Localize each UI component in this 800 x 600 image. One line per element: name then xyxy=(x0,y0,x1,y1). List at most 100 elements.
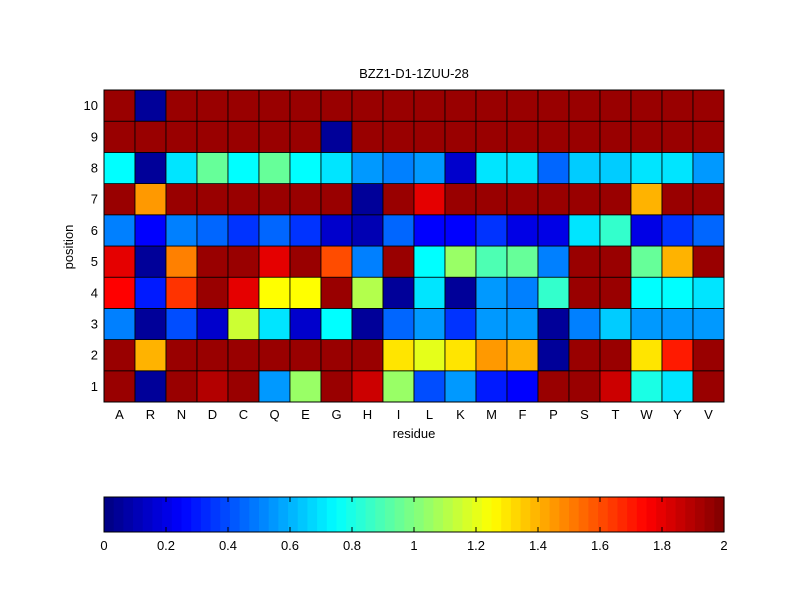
heatmap-cell xyxy=(165,89,198,122)
heatmap-cell xyxy=(475,276,508,309)
colorbar-swatch xyxy=(365,497,376,532)
colorbar-swatch xyxy=(210,497,221,532)
heatmap-cell xyxy=(258,120,291,153)
heatmap-cell xyxy=(506,151,539,184)
colorbar-swatch xyxy=(336,497,347,532)
heatmap-cell xyxy=(630,370,663,403)
heatmap-cell xyxy=(103,276,136,309)
colorbar-swatch xyxy=(646,497,657,532)
heatmap-cell xyxy=(196,151,229,184)
heatmap-cell xyxy=(630,245,663,278)
y-tick-label: 5 xyxy=(91,254,98,269)
heatmap-cell xyxy=(537,151,570,184)
heatmap-cell xyxy=(227,214,260,247)
heatmap-cell xyxy=(537,245,570,278)
heatmap-cell xyxy=(692,339,725,372)
heatmap-cell xyxy=(413,339,446,372)
heatmap-cell xyxy=(258,276,291,309)
x-tick-label: E xyxy=(301,407,310,422)
heatmap-cell xyxy=(196,370,229,403)
x-tick-label: M xyxy=(486,407,497,422)
colorbar-swatch xyxy=(627,497,638,532)
x-tick-label: Q xyxy=(269,407,279,422)
heatmap-cell xyxy=(413,151,446,184)
colorbar-swatch xyxy=(181,497,192,532)
heatmap-cell xyxy=(134,339,167,372)
colorbar-swatch xyxy=(278,497,289,532)
heatmap-cell xyxy=(382,183,415,216)
heatmap-cells xyxy=(103,89,725,403)
heatmap-cell xyxy=(227,245,260,278)
colorbar-swatch xyxy=(481,497,493,532)
colorbar-swatch xyxy=(355,497,367,532)
heatmap-cell xyxy=(599,245,632,278)
colorbar-swatch xyxy=(133,497,144,532)
heatmap-cell xyxy=(196,339,229,372)
heatmap-cell xyxy=(165,339,198,372)
heatmap-cell xyxy=(320,183,353,216)
x-tick-label: F xyxy=(519,407,527,422)
heatmap-cell xyxy=(506,89,539,122)
heatmap-cell xyxy=(506,120,539,153)
heatmap-cell xyxy=(444,214,477,247)
colorbar-swatch xyxy=(539,497,551,532)
heatmap-cell xyxy=(692,214,725,247)
colorbar-swatch xyxy=(297,497,309,532)
heatmap-cell xyxy=(351,89,384,122)
colorbar-swatch xyxy=(472,497,483,532)
colorbar-tick-label: 1.2 xyxy=(467,538,485,553)
x-tick-label: W xyxy=(640,407,653,422)
colorbar-swatch xyxy=(113,497,124,532)
heatmap-cell xyxy=(103,339,136,372)
colorbar-swatch xyxy=(326,497,338,532)
heatmap-cell xyxy=(382,120,415,153)
heatmap-cell xyxy=(444,370,477,403)
heatmap-cell xyxy=(692,245,725,278)
y-axis-title: position xyxy=(61,225,76,270)
heatmap-cell xyxy=(196,120,229,153)
y-tick-label: 6 xyxy=(91,223,98,238)
y-tick-label: 8 xyxy=(91,161,98,176)
heatmap-cell xyxy=(382,214,415,247)
heatmap-cell xyxy=(103,183,136,216)
heatmap-cell xyxy=(661,120,694,153)
heatmap-cell xyxy=(196,214,229,247)
heatmap-cell xyxy=(537,89,570,122)
heatmap-cell xyxy=(227,370,260,403)
heatmap-cell xyxy=(692,183,725,216)
colorbar-swatch xyxy=(462,497,473,532)
heatmap-cell xyxy=(599,276,632,309)
colorbar-swatch xyxy=(636,497,648,532)
colorbar-tick-label: 0.8 xyxy=(343,538,361,553)
colorbar-tick-label: 0.4 xyxy=(219,538,237,553)
heatmap-cell xyxy=(382,245,415,278)
heatmap-cell xyxy=(227,89,260,122)
heatmap-cell xyxy=(196,307,229,340)
colorbar-swatch xyxy=(288,497,299,532)
x-tick-label: H xyxy=(363,407,372,422)
colorbar-swatch xyxy=(510,497,522,532)
heatmap-cell xyxy=(413,214,446,247)
heatmap-cell xyxy=(289,339,322,372)
heatmap-cell xyxy=(444,339,477,372)
heatmap-cell xyxy=(134,151,167,184)
heatmap-cell xyxy=(692,370,725,403)
colorbar-tick-label: 1.4 xyxy=(529,538,547,553)
heatmap-cell xyxy=(506,339,539,372)
colorbar-swatch xyxy=(423,497,434,532)
heatmap-cell xyxy=(599,339,632,372)
heatmap-cell xyxy=(630,151,663,184)
heatmap-cell xyxy=(320,276,353,309)
heatmap-cell xyxy=(568,245,601,278)
heatmap-cell xyxy=(134,245,167,278)
heatmap-cell xyxy=(475,120,508,153)
heatmap-cell xyxy=(258,370,291,403)
heatmap-cell xyxy=(568,370,601,403)
heatmap-cell xyxy=(506,307,539,340)
heatmap-cell xyxy=(289,151,322,184)
heatmap-cell xyxy=(692,307,725,340)
heatmap-cell xyxy=(444,307,477,340)
heatmap-cell xyxy=(444,89,477,122)
heatmap-cell xyxy=(475,245,508,278)
